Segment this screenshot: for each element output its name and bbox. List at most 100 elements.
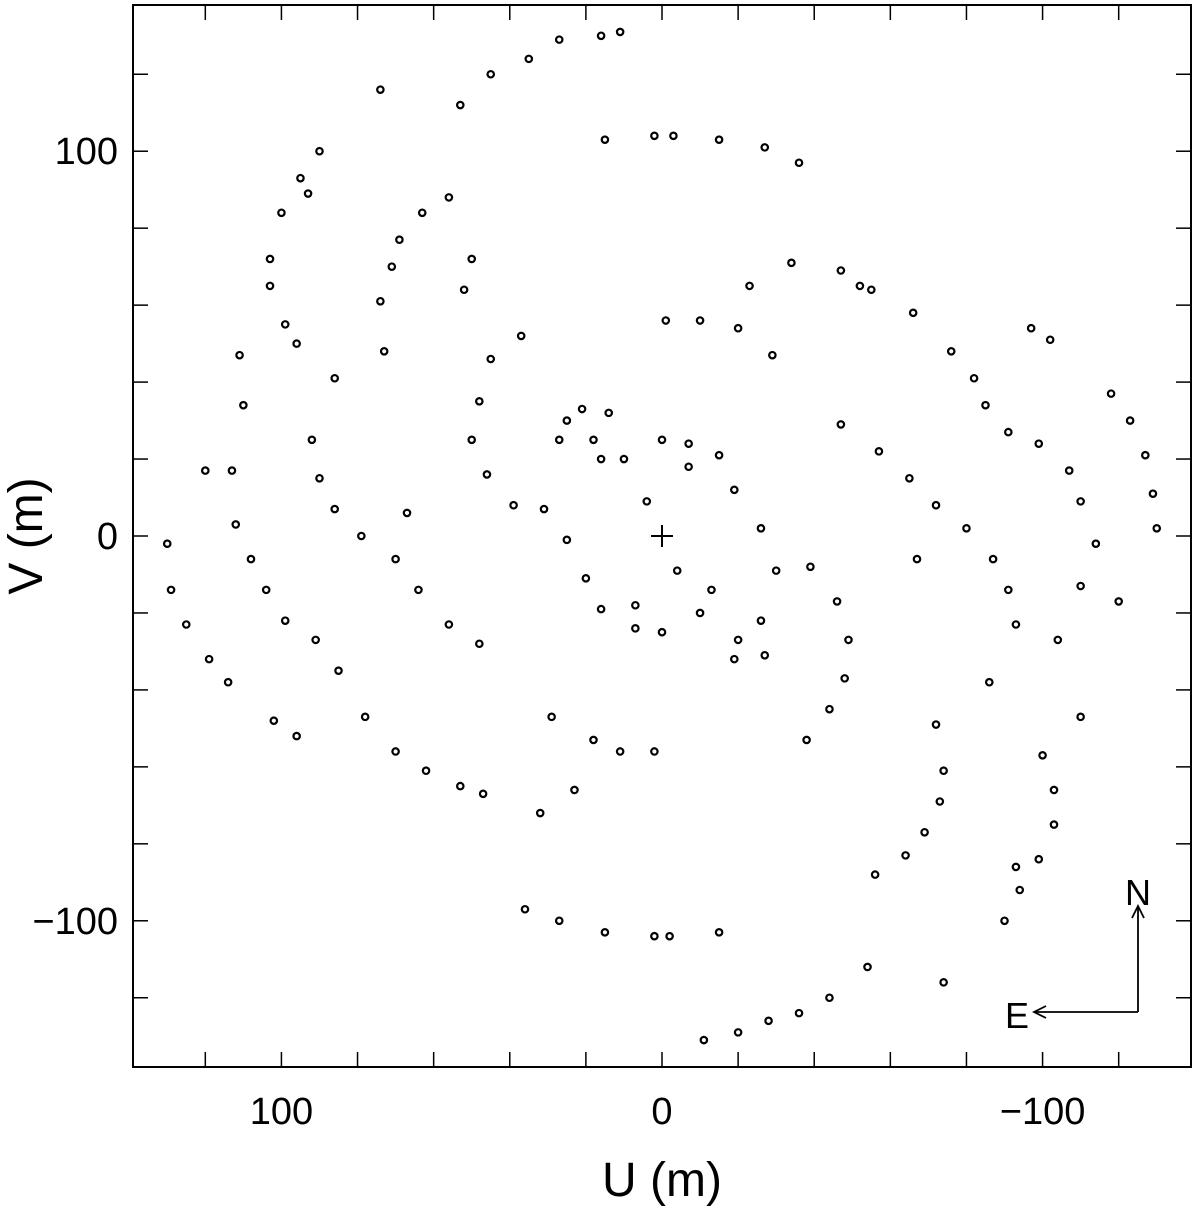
uv-point [1114, 597, 1123, 606]
uv-point [669, 131, 678, 141]
uv-point [516, 331, 526, 341]
uv-point [421, 766, 431, 776]
uv-point [684, 462, 693, 472]
uv-point [631, 600, 640, 610]
uv-point [223, 677, 233, 687]
uv-point [360, 712, 370, 722]
uv-point [330, 373, 340, 383]
origin-cross [651, 525, 673, 547]
uv-point [482, 470, 492, 479]
uv-point [730, 485, 739, 495]
uv-point [307, 435, 317, 445]
uv-point [939, 766, 948, 776]
uv-point [912, 554, 922, 564]
uv-point [277, 208, 286, 218]
compass [1031, 903, 1145, 1019]
uv-point [330, 504, 340, 514]
uv-point [596, 31, 606, 41]
uv-point [745, 281, 754, 291]
uv-point [901, 851, 910, 860]
uv-point [478, 789, 488, 799]
uv-point [832, 597, 842, 606]
uv-point [1038, 751, 1047, 760]
uv-point [467, 435, 477, 445]
uv-point [589, 735, 598, 745]
uv-point [577, 404, 587, 414]
uv-point [535, 808, 545, 818]
uv-point [760, 143, 770, 152]
uv-point [417, 208, 427, 218]
uv-point [1034, 854, 1044, 864]
uv-point [1091, 539, 1101, 548]
y-tick-label: 100 [55, 131, 118, 173]
uv-point [764, 1016, 773, 1026]
y-tick-label: 0 [97, 516, 118, 558]
uv-point [280, 320, 290, 329]
uv-point [1034, 439, 1044, 448]
uv-point [794, 1008, 804, 1018]
uv-point [467, 254, 477, 264]
uv-point [981, 400, 990, 410]
uv-point [524, 54, 534, 64]
uv-point [1076, 712, 1085, 722]
uv-point [1053, 635, 1063, 645]
uv-point [600, 135, 610, 144]
uv-point [787, 258, 796, 268]
uv-point [269, 716, 279, 725]
uv-point [650, 747, 659, 756]
y-tick-label: −100 [32, 901, 118, 943]
uv-point [395, 235, 404, 245]
uv-point [733, 635, 743, 645]
compass-east: E [1005, 995, 1029, 1036]
uv-point [672, 566, 682, 575]
uv-point [1045, 335, 1055, 345]
uv-point [455, 781, 465, 791]
uv-point [695, 316, 705, 325]
uv-point [908, 308, 918, 318]
uv-point [733, 1028, 743, 1037]
uv-point [619, 454, 629, 464]
uv-point [246, 554, 256, 564]
uv-point [303, 189, 313, 198]
uv-point [455, 100, 465, 110]
uv-point [334, 666, 343, 675]
uv-point [825, 993, 834, 1003]
uv-point [265, 281, 275, 291]
uv-point [935, 797, 945, 806]
uv-point [1004, 585, 1013, 595]
uv-point [486, 69, 496, 79]
uv-point [391, 747, 400, 756]
uv-point [984, 677, 994, 687]
uv-point [756, 524, 766, 533]
uv-point [379, 347, 389, 356]
uv-point [235, 350, 244, 360]
uv-point [988, 554, 998, 564]
uv-point [657, 435, 667, 445]
uv-point [357, 531, 366, 541]
y-axis-title: V (m) [0, 477, 53, 594]
uv-point [1152, 524, 1162, 533]
uv-point [1049, 820, 1059, 829]
uv-point [1106, 389, 1116, 398]
uv-point [600, 928, 610, 937]
uv-point [825, 704, 834, 714]
uv-point [444, 620, 454, 629]
uv-point [650, 131, 659, 141]
uv-point [520, 904, 530, 914]
uv-point [596, 604, 606, 614]
uv-point [695, 608, 705, 618]
uv-point [1125, 416, 1135, 425]
uv-point [539, 504, 549, 514]
uv-point [870, 870, 880, 879]
uv-point [760, 650, 770, 660]
uv-point [946, 347, 956, 356]
uv-point [292, 731, 301, 741]
uv-point [657, 627, 667, 637]
east-arrowhead [1031, 1005, 1047, 1019]
uv-point [414, 585, 423, 595]
x-tick-label: −100 [1000, 1091, 1086, 1133]
uv-point [292, 339, 301, 348]
uv-point [714, 928, 724, 937]
uv-point [939, 978, 948, 987]
